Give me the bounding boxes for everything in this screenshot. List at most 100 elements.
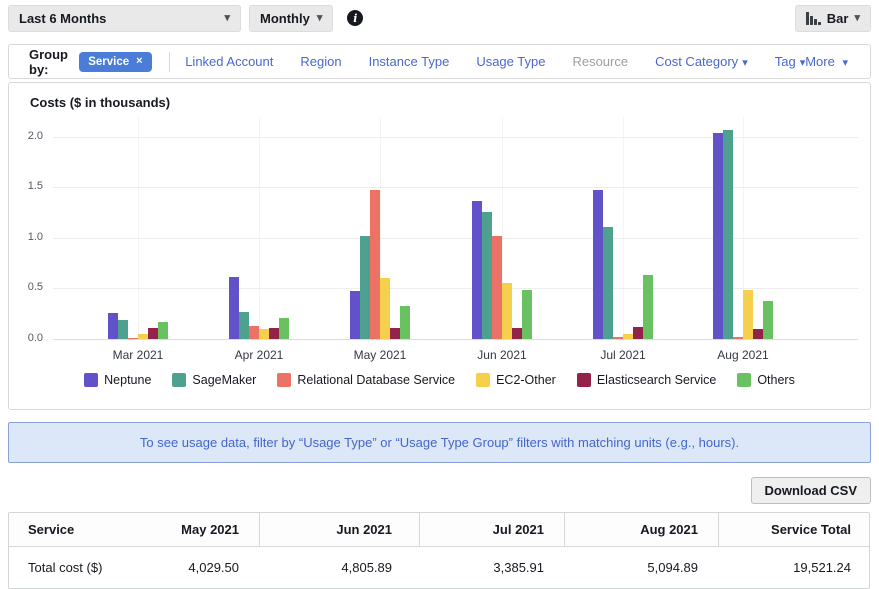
- toolbar: Last 6 Months ▾ Monthly ▾ i Bar ▾: [8, 4, 871, 32]
- chart-bar-relational-database-service-apr-2021: [249, 326, 259, 339]
- chart-bar-ec2-other-jul-2021: [623, 334, 633, 339]
- chart-bar-ec2-other-mar-2021: [138, 334, 148, 339]
- chart-bar-ec2-other-apr-2021: [259, 329, 269, 339]
- table-header-cell: Service May 2021: [9, 513, 259, 546]
- close-icon[interactable]: ×: [136, 55, 143, 67]
- chart-bar-sagemaker-may-2021: [360, 236, 370, 339]
- y-axis-label: 2.0: [27, 130, 43, 142]
- chart-bar-relational-database-service-may-2021: [370, 190, 380, 339]
- caret-down-icon: ▾: [224, 11, 230, 24]
- legend-swatch: [576, 373, 591, 387]
- link-label: Tag: [774, 54, 796, 69]
- chart-bar-sagemaker-mar-2021: [118, 320, 128, 339]
- legend-label: SageMaker: [192, 373, 257, 387]
- chart-bar-sagemaker-jun-2021: [482, 212, 492, 339]
- period-select[interactable]: Last 6 Months ▾: [8, 4, 241, 32]
- bar-chart-icon: [805, 11, 821, 25]
- download-row: Download CSV: [750, 477, 871, 504]
- chart-title: Costs ($ in thousands): [30, 95, 171, 110]
- legend-swatch: [172, 373, 187, 387]
- gridline: [502, 117, 503, 339]
- legend-label: EC2-Other: [496, 373, 556, 387]
- chart-bar-sagemaker-jul-2021: [603, 227, 613, 339]
- caret-down-icon: ▾: [854, 11, 860, 24]
- download-csv-button[interactable]: Download CSV: [750, 477, 871, 504]
- info-icon[interactable]: i: [347, 10, 364, 26]
- link-label: Linked Account: [185, 54, 274, 69]
- link-label: Region: [300, 54, 342, 69]
- chart-bar-elasticsearch-service-may-2021: [390, 328, 400, 339]
- group-by-more[interactable]: More ▾: [805, 54, 848, 69]
- chart-bar-elasticsearch-service-mar-2021: [148, 328, 158, 339]
- row-label: Total cost ($): [28, 560, 103, 575]
- table-cell: 5,094.89: [647, 560, 698, 575]
- gridline: [743, 117, 744, 339]
- group-by-chip-service[interactable]: Service ×: [79, 51, 152, 72]
- group-by-label: Group by:: [29, 46, 68, 77]
- bar-chart: 0.0 0.5 1.0 1.5 2.0 Mar 2021 Apr 2021 May 2021 J…: [9, 83, 870, 409]
- chip-label: Service: [88, 55, 130, 68]
- legend-label: Neptune: [104, 373, 152, 387]
- granularity-label: Monthly: [260, 10, 310, 26]
- gridline: [53, 288, 858, 289]
- x-axis-label: Jun 2021: [477, 348, 527, 362]
- legend-item-ec2-other: EC2-Other: [476, 373, 556, 387]
- chart-bar-others-jun-2021: [522, 290, 532, 339]
- chart-bar-others-aug-2021: [763, 301, 773, 339]
- chart-bar-others-may-2021: [400, 306, 410, 339]
- table-cell: 19,521.24: [793, 560, 851, 575]
- granularity-select[interactable]: Monthly ▾: [249, 4, 334, 32]
- group-by-link-usage-type[interactable]: Usage Type: [476, 54, 545, 69]
- gridline: [53, 137, 858, 138]
- col-clipped: May 2021: [182, 521, 239, 537]
- x-axis-label: Apr 2021: [234, 348, 284, 362]
- x-axis-label: Jul 2021: [600, 348, 646, 362]
- caret-down-icon: ▾: [316, 11, 323, 24]
- group-by-link-region[interactable]: Region: [300, 54, 341, 69]
- gridline: [53, 238, 858, 239]
- group-by-link-cost-category[interactable]: Cost Category ▾: [655, 54, 748, 69]
- chart-panel: Costs ($ in thousands) 0.0 0.5 1.0 1.5 2.0 Ma…: [8, 82, 871, 410]
- chart-bar-neptune-jun-2021: [472, 201, 482, 339]
- chart-bar-elasticsearch-service-jun-2021: [512, 328, 522, 339]
- link-label: Usage Type: [476, 54, 546, 69]
- chart-bar-neptune-aug-2021: [713, 133, 723, 339]
- chart-bar-neptune-jul-2021: [593, 190, 603, 339]
- legend-swatch: [84, 373, 99, 387]
- x-axis-label: Aug 2021: [717, 348, 769, 362]
- y-axis-label: 1.5: [27, 180, 43, 192]
- legend-label: Elasticsearch Service: [596, 373, 717, 387]
- group-by-link-instance-type[interactable]: Instance Type: [369, 54, 450, 69]
- legend-label: Relational Database Service: [297, 373, 456, 387]
- table-header-cell: Jul 2021: [419, 513, 564, 546]
- chart-bar-others-jul-2021: [643, 275, 653, 339]
- chart-bar-relational-database-service-mar-2021: [128, 338, 138, 339]
- chart-bar-sagemaker-apr-2021: [239, 312, 249, 339]
- caret-down-icon: ▾: [742, 57, 748, 69]
- legend-swatch: [737, 373, 752, 387]
- gridline: [53, 187, 858, 188]
- table-row: Total cost ($) 4,029.50 4,805.89 3,385.91 5,…: [9, 547, 869, 588]
- usage-info-banner: To see usage data, filter by “Usage Type…: [8, 422, 871, 463]
- chart-type-label: Bar: [826, 10, 849, 26]
- table-cell: 4,805.89: [341, 560, 392, 575]
- link-label: Resource: [572, 54, 629, 69]
- legend-item-sagemaker: SageMaker: [172, 373, 256, 387]
- group-by-link-linked-account[interactable]: Linked Account: [185, 54, 273, 69]
- chart-bar-neptune-mar-2021: [108, 313, 118, 339]
- period-label: Last 6 Months: [19, 10, 107, 26]
- gridline: [380, 117, 381, 339]
- caret-down-icon: ▾: [842, 57, 848, 69]
- chart-type-select[interactable]: Bar ▾: [794, 4, 871, 32]
- y-axis-label: 0.0: [27, 332, 43, 344]
- group-by-link-tag[interactable]: Tag ▾: [775, 54, 806, 69]
- legend-item-relational-database-service: Relational Database Service: [277, 373, 455, 387]
- x-axis-label: Mar 2021: [112, 348, 164, 362]
- chart-bar-sagemaker-aug-2021: [723, 130, 733, 339]
- chart-bar-others-mar-2021: [158, 322, 168, 339]
- caret-down-icon: ▾: [799, 57, 806, 69]
- link-label: Cost Category: [655, 54, 739, 69]
- table-header-cell: Aug 2021: [564, 513, 718, 546]
- group-by-links: Linked Account Region Instance Type Usage T…: [185, 54, 805, 69]
